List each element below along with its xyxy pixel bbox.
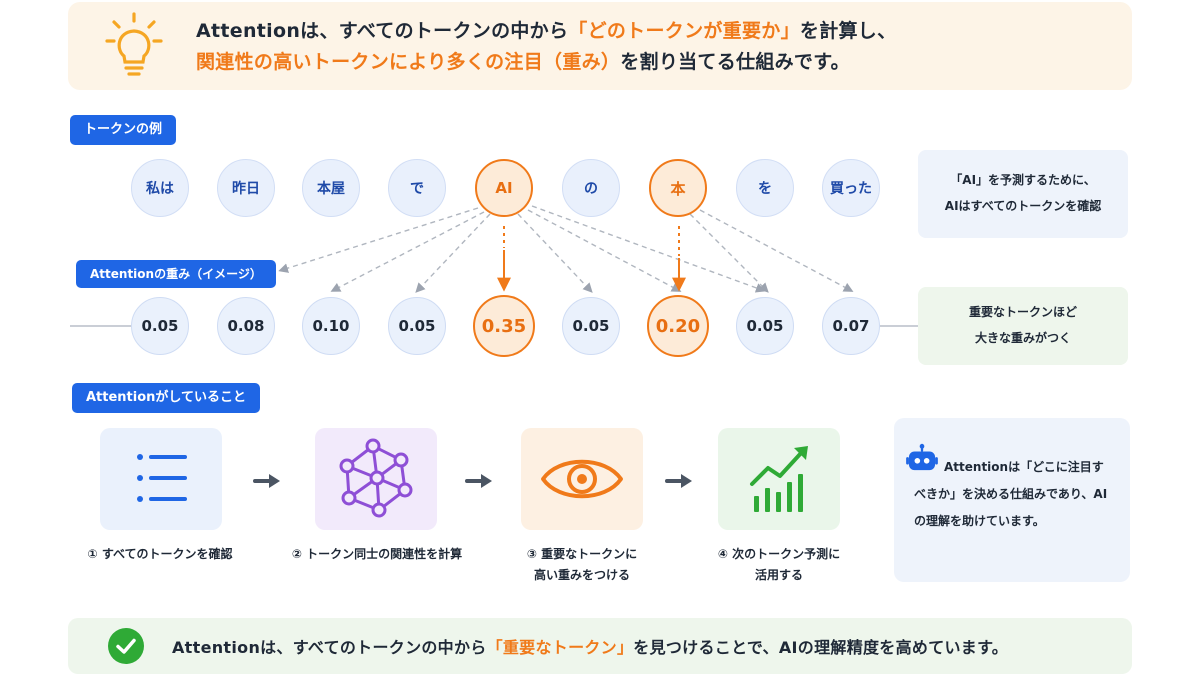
weight-circle: 0.05 bbox=[131, 297, 189, 355]
arrow-hon-to-w9 bbox=[699, 209, 854, 292]
arrow-ai-to-w7 bbox=[527, 209, 682, 292]
token-circle: 私は bbox=[131, 159, 189, 217]
arrow-ai-to-w1 bbox=[278, 207, 479, 273]
network-icon bbox=[339, 438, 413, 518]
arrow-ai-to-w8 bbox=[531, 205, 766, 293]
tokens-section-label: トークンの例 bbox=[70, 115, 177, 145]
weight-circle: 0.07 bbox=[822, 297, 880, 355]
robot-explanation-text: Attentionは「どこに注目すべきか」を決める仕組みであり、AIの理解を助け… bbox=[914, 460, 1108, 528]
token-circle-highlighted: AI bbox=[475, 159, 533, 217]
step-arrow-1 bbox=[253, 474, 280, 488]
eye-icon bbox=[541, 459, 623, 499]
step-3-label: ③ 重要なトークンに 高い重みをつける bbox=[526, 547, 638, 582]
step-1-card bbox=[100, 428, 222, 530]
token-circle: 本屋 bbox=[302, 159, 360, 217]
weights-note: 重要なトークンほど 大きな重みがつく bbox=[918, 287, 1128, 365]
lightbulb-icon bbox=[105, 12, 163, 76]
robot-explanation-card: Attentionは「どこに注目すべきか」を決める仕組みであり、AIの理解を助け… bbox=[894, 418, 1130, 582]
summary-banner: Attentionは、すべてのトークンの中から「どのトークンが重要か」を計算し、… bbox=[68, 2, 1132, 90]
step-1-label: ① すべてのトークンを確認 bbox=[87, 547, 233, 561]
check-circle-icon bbox=[108, 628, 144, 664]
tokens-note: 「AI」を予測するために、 AIはすべてのトークンを確認 bbox=[918, 150, 1128, 238]
step-4-card bbox=[718, 428, 840, 530]
arrow-ai-to-w4 bbox=[415, 213, 491, 293]
step-4-label: ④ 次のトークン予測に 活用する bbox=[717, 547, 841, 582]
weight-circle-highlighted: 0.20 bbox=[647, 295, 709, 357]
weight-circle: 0.05 bbox=[736, 297, 794, 355]
growth-chart-icon bbox=[750, 446, 808, 512]
token-circle: を bbox=[736, 159, 794, 217]
weights-section-label: Attentionの重み（イメージ） bbox=[76, 260, 276, 288]
steps-section-label: Attentionがしていること bbox=[72, 383, 261, 413]
weight-circle: 0.05 bbox=[562, 297, 620, 355]
summary-text: Attentionは、すべてのトークンの中から「どのトークンが重要か」を計算し、… bbox=[196, 16, 1116, 78]
weight-circle: 0.05 bbox=[388, 297, 446, 355]
token-circle: の bbox=[562, 159, 620, 217]
weight-circle-highlighted: 0.35 bbox=[473, 295, 535, 357]
step-arrow-2 bbox=[465, 474, 492, 488]
token-circle: 買った bbox=[822, 159, 880, 217]
conclusion-banner: Attentionは、すべてのトークンの中から「重要なトークン」を見つけることで… bbox=[68, 618, 1132, 674]
conclusion-text: Attentionは、すべてのトークンの中から「重要なトークン」を見つけることで… bbox=[172, 638, 1009, 657]
step-2-label: ② トークン同士の関連性を計算 bbox=[291, 547, 463, 561]
arrow-ai-to-w3 bbox=[330, 211, 485, 292]
summary-line2: 関連性の高いトークンにより多くの注目（重み）を割り当てる仕組みです。 bbox=[196, 51, 850, 73]
step-arrow-3 bbox=[665, 474, 692, 488]
robot-icon bbox=[906, 443, 938, 471]
summary-line1: Attentionは、すべてのトークンの中から「どのトークンが重要か」を計算し、 bbox=[196, 20, 897, 42]
arrow-hon-to-w8 bbox=[689, 213, 769, 293]
token-circle: 昨日 bbox=[217, 159, 275, 217]
token-circle: で bbox=[388, 159, 446, 217]
weight-circle: 0.10 bbox=[302, 297, 360, 355]
token-circle-highlighted: 本 bbox=[649, 159, 707, 217]
arrow-ai-to-w6 bbox=[517, 213, 593, 293]
step-2-card bbox=[315, 428, 437, 530]
step-3-card bbox=[521, 428, 643, 530]
list-icon bbox=[137, 454, 187, 502]
weight-circle: 0.08 bbox=[217, 297, 275, 355]
